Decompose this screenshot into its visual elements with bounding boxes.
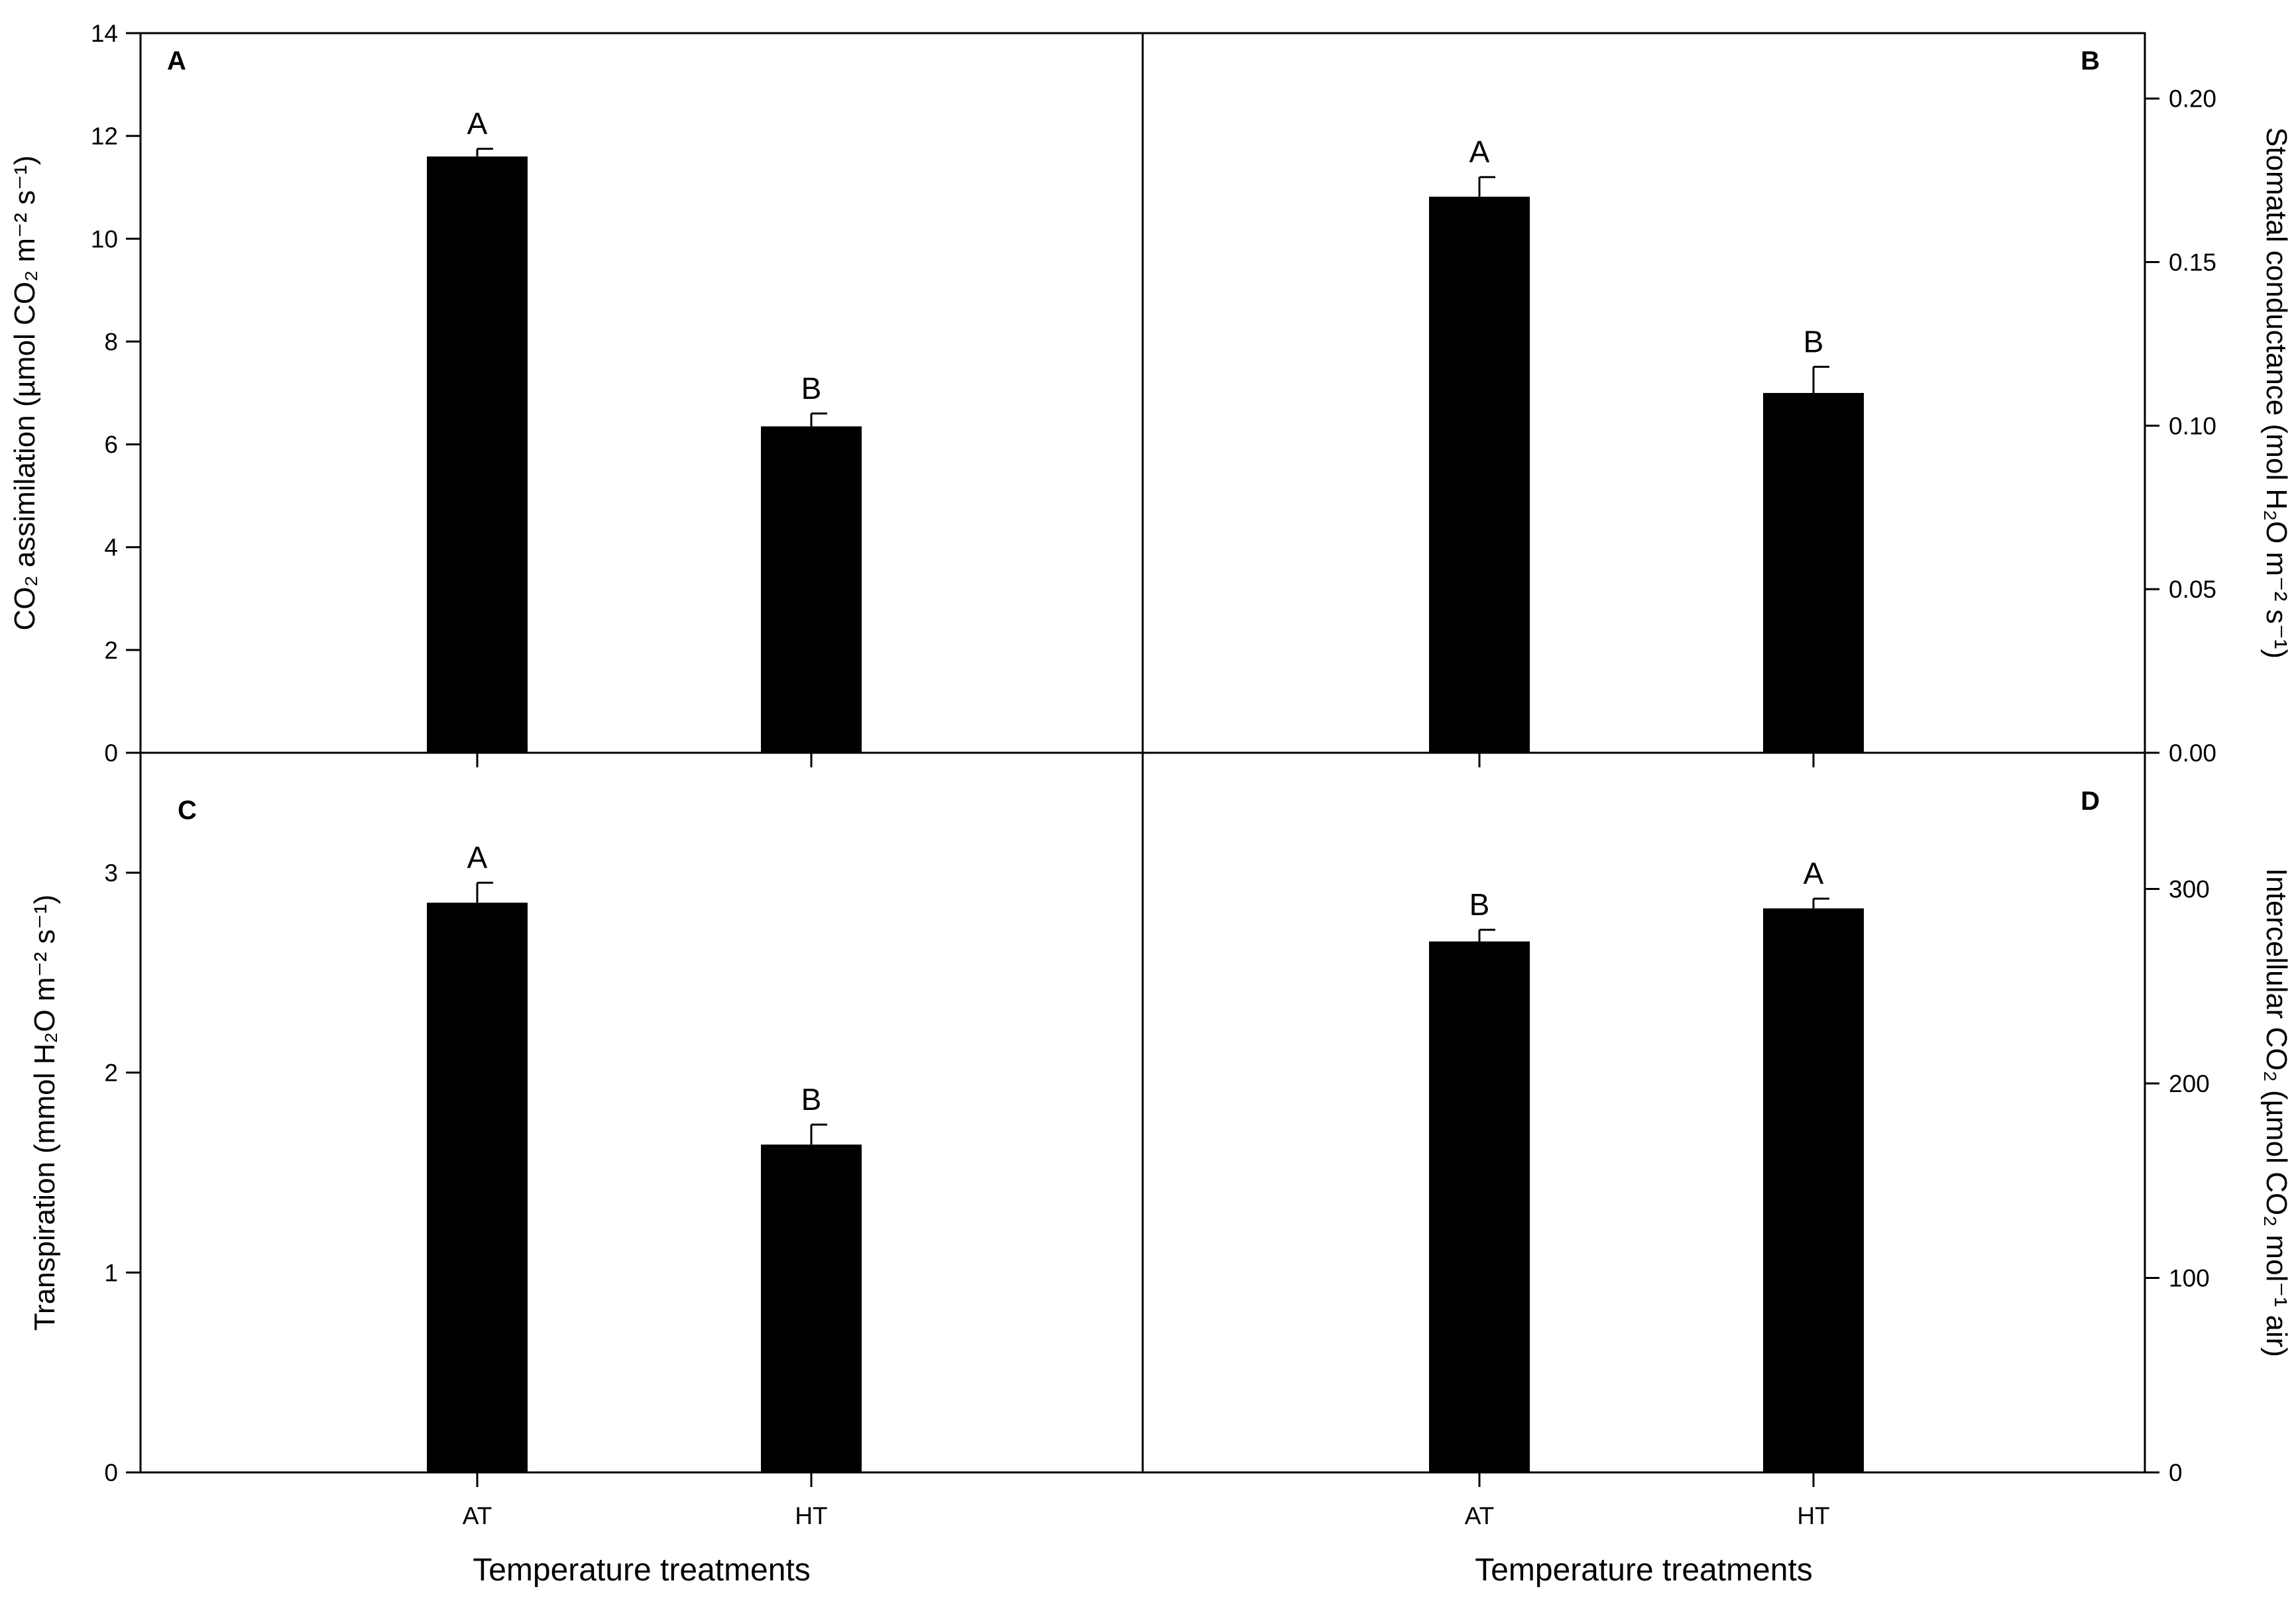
y-tick-label: 0.10 (2169, 412, 2216, 439)
significance-letter: A (1469, 135, 1490, 169)
significance-letter: A (1804, 856, 1824, 891)
bar (427, 903, 528, 1472)
chart-marks: 0 1 2 3 A AT B HT (104, 751, 1144, 1529)
y-tick-label: 1 (104, 1259, 118, 1286)
x-tick-label: AT (463, 1502, 492, 1529)
x-tick-label: HT (1797, 1502, 1829, 1529)
y-tick-label: 0 (2169, 1459, 2183, 1486)
panel-a: A CO₂ assimilation (µmol CO₂ m⁻² s⁻¹) 0 2… (9, 20, 1144, 767)
y-tick-label: 0 (104, 1459, 118, 1486)
y-tick-label: 0.15 (2169, 249, 2216, 276)
y-tick-label: 0.05 (2169, 576, 2216, 603)
y-tick-label: 2 (104, 637, 118, 664)
y-tick-label: 100 (2169, 1264, 2210, 1292)
x-tick-label: AT (1465, 1502, 1495, 1529)
y-tick-label: 8 (104, 328, 118, 355)
y-tick-label: 200 (2169, 1070, 2210, 1097)
significance-letter: B (801, 371, 822, 406)
y-tick-label: 2 (104, 1060, 118, 1087)
panel-c: C Transpiration (mmol H₂O m⁻² s⁻¹) Tempe… (29, 751, 1144, 1588)
chart-marks: 0.00 0.05 0.10 0.15 0.20 A B (1141, 32, 2216, 767)
significance-letter: B (1804, 325, 1824, 359)
bar (1429, 941, 1530, 1472)
bar (1763, 908, 1864, 1472)
y-tick-label: 0.20 (2169, 85, 2216, 113)
chart-marks: 0 100 200 300 B AT A HT (1141, 751, 2210, 1529)
panel-d: D Intercellular CO₂ (µmol CO₂ mol⁻¹ air)… (1141, 751, 2293, 1588)
y-axis-title: Intercellular CO₂ (µmol CO₂ mol⁻¹ air) (2260, 868, 2293, 1357)
bar (1429, 196, 1530, 753)
y-tick-label: 10 (91, 225, 118, 252)
y-axis-title: Stomatal conductance (mol H₂O m⁻² s⁻¹) (2260, 127, 2293, 659)
plot-frame (1141, 751, 2146, 1474)
significance-letter: B (801, 1082, 822, 1117)
plot-frame (139, 32, 1144, 754)
significance-letter: A (467, 840, 488, 875)
significance-letter: A (467, 107, 488, 141)
bar (427, 156, 528, 753)
panel-label: B (2081, 46, 2100, 76)
plot-frame (1141, 32, 2146, 754)
y-tick-label: 12 (91, 123, 118, 150)
panel-label: C (178, 796, 197, 825)
x-tick-label: HT (795, 1502, 827, 1529)
y-tick-label: 0.00 (2169, 740, 2216, 767)
significance-letter: B (1469, 887, 1490, 922)
plot-frame (139, 751, 1144, 1474)
y-tick-label: 14 (91, 20, 118, 47)
y-tick-label: 300 (2169, 875, 2210, 903)
panel-label: D (2081, 787, 2100, 816)
x-axis-title: Temperature treatments (473, 1553, 811, 1588)
y-tick-label: 0 (104, 740, 118, 767)
panel-b: B Stomatal conductance (mol H₂O m⁻² s⁻¹)… (1141, 32, 2293, 767)
y-tick-label: 6 (104, 431, 118, 459)
y-axis-title: CO₂ assimilation (µmol CO₂ m⁻² s⁻¹) (9, 155, 41, 630)
x-axis-title: Temperature treatments (1475, 1553, 1813, 1588)
y-tick-label: 3 (104, 859, 118, 887)
chart-marks: 0 2 4 6 8 10 12 14 A B (91, 20, 1144, 767)
panel-label: A (167, 46, 186, 76)
bar (761, 1144, 862, 1472)
y-tick-label: 4 (104, 534, 118, 561)
bar (1763, 393, 1864, 753)
y-axis-title: Transpiration (mmol H₂O m⁻² s⁻¹) (29, 895, 61, 1331)
bar (761, 426, 862, 753)
